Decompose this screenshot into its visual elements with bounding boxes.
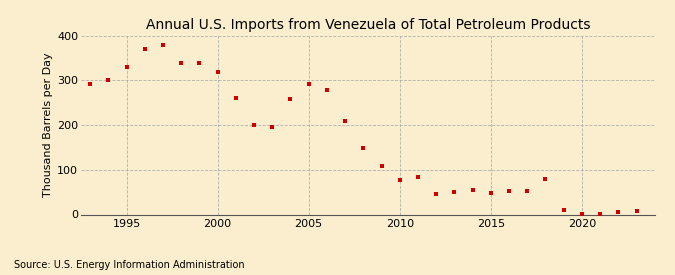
Point xyxy=(285,97,296,101)
Point xyxy=(431,192,441,197)
Point xyxy=(121,65,132,69)
Point xyxy=(376,164,387,168)
Point xyxy=(558,208,569,212)
Point xyxy=(84,81,95,86)
Point xyxy=(613,210,624,214)
Point xyxy=(449,190,460,194)
Point xyxy=(230,96,241,101)
Point xyxy=(394,178,405,182)
Point xyxy=(522,189,533,194)
Point xyxy=(321,88,332,92)
Point xyxy=(631,209,642,213)
Point xyxy=(212,69,223,74)
Point xyxy=(467,188,478,192)
Point xyxy=(540,177,551,181)
Point xyxy=(103,78,113,82)
Point xyxy=(194,60,205,65)
Y-axis label: Thousand Barrels per Day: Thousand Barrels per Day xyxy=(43,53,53,197)
Point xyxy=(504,189,514,194)
Point xyxy=(176,60,186,65)
Point xyxy=(412,175,423,180)
Point xyxy=(358,146,369,151)
Point xyxy=(485,191,496,195)
Point xyxy=(340,119,350,123)
Point xyxy=(595,212,605,216)
Title: Annual U.S. Imports from Venezuela of Total Petroleum Products: Annual U.S. Imports from Venezuela of To… xyxy=(146,18,590,32)
Point xyxy=(576,211,587,216)
Text: Source: U.S. Energy Information Administration: Source: U.S. Energy Information Administ… xyxy=(14,260,244,270)
Point xyxy=(157,42,168,47)
Point xyxy=(248,123,259,127)
Point xyxy=(267,125,277,130)
Point xyxy=(303,82,314,86)
Point xyxy=(139,47,150,51)
